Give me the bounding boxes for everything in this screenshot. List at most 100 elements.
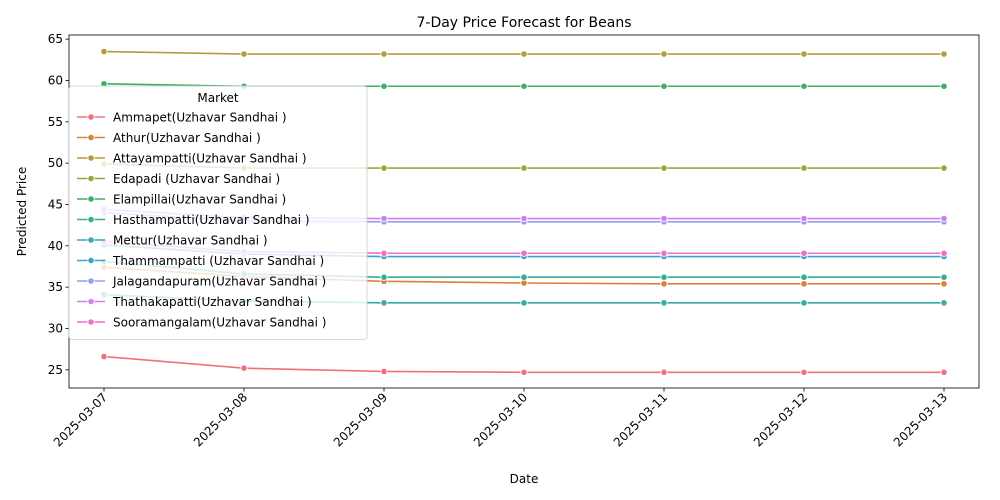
data-point bbox=[660, 50, 668, 58]
x-tick-label: 2025-03-09 bbox=[331, 390, 390, 449]
x-tick-label: 2025-03-11 bbox=[611, 390, 670, 449]
legend-swatch-marker bbox=[87, 256, 95, 265]
legend-label: Hasthampatti(Uzhavar Sandhai ) bbox=[113, 213, 310, 227]
legend-swatch-marker bbox=[87, 133, 95, 142]
legend-item: Attayampatti(Uzhavar Sandhai ) bbox=[77, 152, 307, 166]
data-point bbox=[380, 50, 388, 58]
series-2 bbox=[100, 47, 948, 58]
legend-label: Attayampatti(Uzhavar Sandhai ) bbox=[113, 152, 307, 166]
data-point bbox=[380, 273, 388, 281]
legend-item: Sooramangalam(Uzhavar Sandhai ) bbox=[77, 316, 327, 330]
legend-item: Elampillai(Uzhavar Sandhai ) bbox=[77, 193, 286, 207]
data-point bbox=[800, 299, 808, 307]
legend-item: Thathakapatti(Uzhavar Sandhai ) bbox=[77, 295, 312, 309]
legend-label: Elampillai(Uzhavar Sandhai ) bbox=[113, 193, 286, 207]
legend-item: Ammapet(Uzhavar Sandhai ) bbox=[77, 111, 287, 125]
legend-label: Thathakapatti(Uzhavar Sandhai ) bbox=[112, 295, 312, 309]
data-point bbox=[800, 214, 808, 223]
data-point bbox=[800, 249, 808, 257]
series-0 bbox=[100, 352, 948, 376]
legend-label: Mettur(Uzhavar Sandhai ) bbox=[113, 234, 268, 248]
legend-label: Sooramangalam(Uzhavar Sandhai ) bbox=[113, 316, 327, 330]
data-point bbox=[940, 280, 948, 288]
data-point bbox=[800, 164, 808, 172]
legend: Market Ammapet(Uzhavar Sandhai ) Athur(Uzh… bbox=[68, 85, 368, 340]
legend-swatch-marker bbox=[87, 318, 95, 326]
y-tick-label: 40 bbox=[48, 239, 63, 253]
data-point bbox=[800, 368, 808, 376]
y-tick-label: 35 bbox=[48, 280, 63, 294]
legend-swatch-marker bbox=[87, 297, 95, 306]
data-point bbox=[380, 249, 388, 257]
data-point bbox=[940, 214, 948, 223]
chart-title: 7-Day Price Forecast for Beans bbox=[416, 15, 631, 31]
legend-item: Thammampatti (Uzhavar Sandhai ) bbox=[77, 254, 324, 268]
data-point bbox=[660, 82, 668, 90]
legend-item: Edapadi (Uzhavar Sandhai ) bbox=[77, 172, 280, 186]
data-point bbox=[100, 47, 108, 56]
legend-item: Mettur(Uzhavar Sandhai ) bbox=[77, 234, 268, 248]
legend-label: Edapadi (Uzhavar Sandhai ) bbox=[113, 172, 280, 186]
x-tick-label: 2025-03-13 bbox=[891, 390, 950, 449]
y-tick-label: 50 bbox=[48, 156, 63, 170]
data-point bbox=[380, 82, 388, 90]
data-point bbox=[940, 82, 948, 90]
legend-swatch-marker bbox=[87, 195, 95, 203]
data-point bbox=[520, 249, 528, 257]
legend-swatch-marker bbox=[87, 277, 95, 285]
data-point bbox=[940, 299, 948, 307]
y-axis-label: Predicted Price bbox=[15, 167, 29, 256]
legend-item: Athur(Uzhavar Sandhai ) bbox=[77, 131, 261, 145]
data-point bbox=[660, 280, 668, 288]
data-point bbox=[800, 273, 808, 281]
data-point bbox=[520, 82, 528, 90]
data-point bbox=[520, 50, 528, 58]
data-point bbox=[100, 352, 108, 361]
data-point bbox=[940, 50, 948, 58]
data-point bbox=[800, 50, 808, 58]
data-point bbox=[240, 364, 248, 372]
legend-title: Market bbox=[197, 91, 239, 105]
legend-label: Jalagandapuram(Uzhavar Sandhai ) bbox=[112, 275, 326, 289]
legend-swatch-marker bbox=[87, 174, 95, 183]
data-point bbox=[660, 249, 668, 257]
legend-box bbox=[68, 85, 368, 340]
data-point bbox=[380, 367, 388, 376]
y-tick-label: 65 bbox=[48, 32, 63, 46]
y-tick-label: 25 bbox=[48, 363, 63, 377]
y-tick-label: 30 bbox=[48, 321, 63, 335]
data-point bbox=[660, 164, 668, 172]
x-tick-label: 2025-03-10 bbox=[471, 390, 530, 449]
data-point bbox=[940, 368, 948, 376]
data-point bbox=[660, 299, 668, 307]
data-point bbox=[380, 299, 388, 307]
y-tick-label: 60 bbox=[48, 73, 63, 87]
data-point bbox=[520, 164, 528, 172]
y-tick-label: 45 bbox=[48, 197, 63, 211]
legend-label: Athur(Uzhavar Sandhai ) bbox=[113, 131, 261, 145]
data-point bbox=[240, 50, 248, 58]
x-tick-label: 2025-03-07 bbox=[51, 390, 110, 449]
legend-label: Thammampatti (Uzhavar Sandhai ) bbox=[112, 254, 324, 268]
data-point bbox=[520, 368, 528, 376]
x-tick-label: 2025-03-08 bbox=[191, 390, 250, 449]
legend-label: Ammapet(Uzhavar Sandhai ) bbox=[113, 111, 287, 125]
data-point bbox=[380, 164, 388, 172]
x-axis-label: Date bbox=[510, 472, 539, 486]
data-point bbox=[940, 249, 948, 257]
legend-item: Jalagandapuram(Uzhavar Sandhai ) bbox=[77, 275, 326, 289]
y-tick-label: 55 bbox=[48, 115, 63, 129]
data-point bbox=[940, 164, 948, 172]
x-tick-label: 2025-03-12 bbox=[751, 390, 810, 449]
data-point bbox=[940, 273, 948, 281]
data-point bbox=[800, 82, 808, 90]
data-point bbox=[660, 214, 668, 223]
legend-swatch-marker bbox=[87, 154, 95, 162]
data-point bbox=[520, 299, 528, 307]
data-point bbox=[800, 280, 808, 288]
legend-swatch-marker bbox=[87, 236, 95, 244]
legend-swatch-marker bbox=[87, 113, 95, 121]
data-point bbox=[380, 214, 388, 223]
data-point bbox=[520, 273, 528, 281]
